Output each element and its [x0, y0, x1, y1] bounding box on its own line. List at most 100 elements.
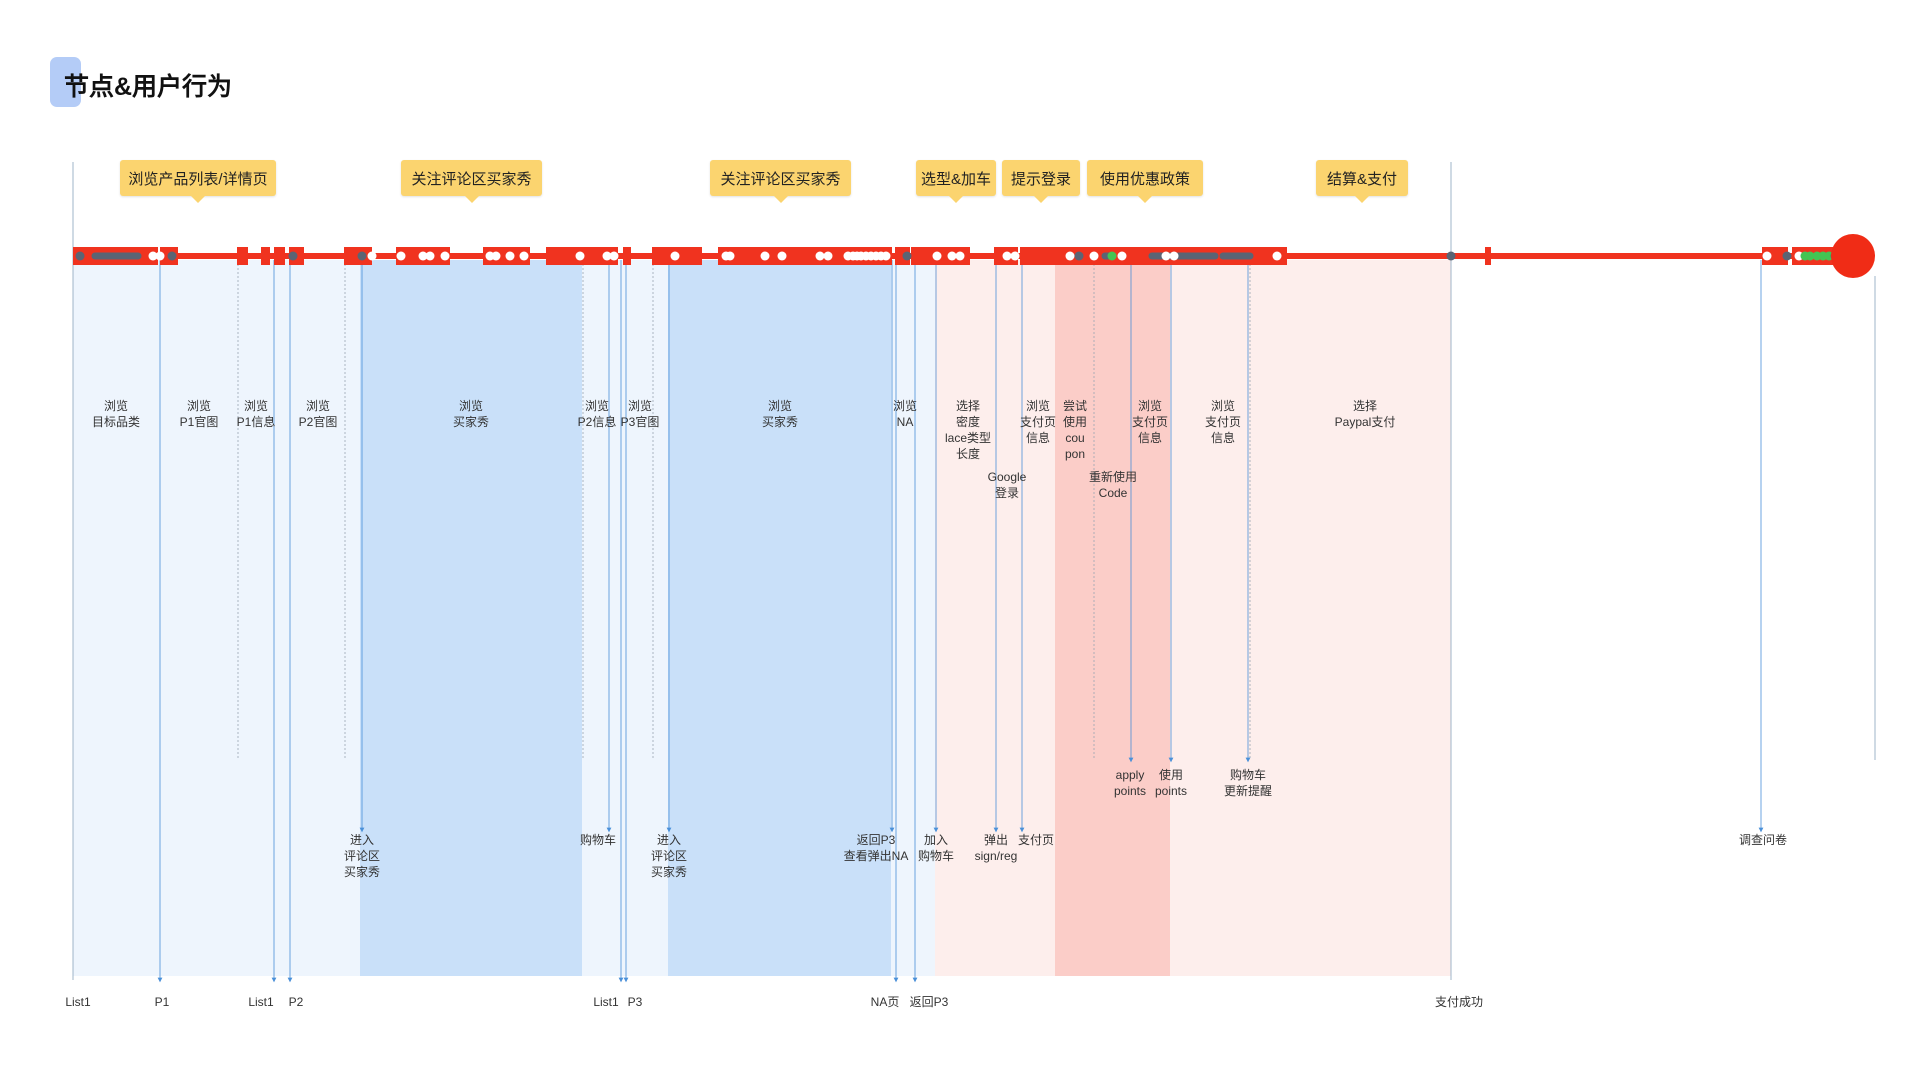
- behavior-label: 使用: [1063, 414, 1087, 429]
- behavior-label: 浏览: [459, 398, 483, 413]
- event-label: points: [1114, 784, 1146, 798]
- timeline-node: [1107, 251, 1117, 261]
- timeline-node: [148, 251, 158, 261]
- event-label: apply: [1116, 768, 1145, 782]
- page-title: 节点&用户行为: [64, 73, 233, 101]
- timeline-node: [519, 251, 529, 261]
- behavior-label: 浏览: [893, 398, 917, 413]
- behavior-label: lace类型: [945, 431, 991, 445]
- event-label: 购物车: [1230, 767, 1266, 782]
- behavior-label: 浏览: [585, 398, 609, 413]
- behavior-label: P2信息: [578, 414, 617, 429]
- stage-band: [73, 260, 360, 976]
- timeline-node: [357, 251, 367, 261]
- stage-band: [1055, 260, 1170, 976]
- end-node: [1831, 234, 1875, 278]
- timeline-node: [505, 251, 515, 261]
- stage-tag: 关注评论区买家秀: [710, 160, 851, 203]
- timeline-node: [947, 251, 957, 261]
- timeline-segment: [1485, 247, 1491, 265]
- timeline-node: [1782, 251, 1792, 261]
- behavior-label: P1信息: [237, 414, 276, 429]
- behavior-label: 浏览: [768, 398, 792, 413]
- page-label: 返回P3: [910, 995, 949, 1009]
- event-label: 支付页: [1018, 833, 1054, 847]
- behavior-label: 信息: [1138, 430, 1162, 445]
- event-label: 进入: [657, 833, 681, 847]
- timeline-segment: [274, 247, 285, 265]
- behavior-label: 浏览: [1138, 398, 1162, 413]
- timeline-node: [1089, 251, 1099, 261]
- event-label: 调查问卷: [1739, 832, 1787, 847]
- timeline-node: [955, 251, 965, 261]
- behavior-label: NA: [897, 415, 914, 429]
- timeline-node: [575, 251, 585, 261]
- behavior-label: 密度: [956, 414, 980, 429]
- timeline-segment: [237, 247, 248, 265]
- stage-band: [1170, 260, 1451, 976]
- page-label: 支付成功: [1435, 995, 1483, 1009]
- stage-tag: 浏览产品列表/详情页: [120, 160, 276, 203]
- timeline-node: [167, 251, 177, 261]
- behavior-label: 浏览: [244, 398, 268, 413]
- behavior-label: 选择: [956, 399, 980, 413]
- behavior-label: 买家秀: [762, 414, 798, 429]
- stage-tag: 选型&加车: [916, 160, 996, 203]
- behavior-label: Paypal支付: [1335, 415, 1396, 429]
- page-label: List1: [593, 995, 619, 1009]
- timeline-node: [1161, 251, 1171, 261]
- stage-tag: 结算&支付: [1316, 160, 1408, 203]
- behavior-label: 支付页: [1132, 415, 1168, 429]
- timeline-node: [1762, 251, 1772, 261]
- timeline-node: [932, 251, 942, 261]
- behavior-label: 浏览: [628, 398, 652, 413]
- behavior-label: 信息: [1211, 430, 1235, 445]
- behavior-label: Code: [1099, 486, 1128, 500]
- behavior-label: 浏览: [187, 398, 211, 413]
- event-label: 进入: [350, 833, 374, 847]
- timeline-node: [609, 251, 619, 261]
- behavior-label: P2官图: [299, 414, 338, 429]
- timeline-node: [1446, 251, 1456, 261]
- stage-band: [891, 260, 935, 976]
- timeline-node: [725, 251, 735, 261]
- page-label: P3: [628, 995, 643, 1009]
- event-label: points: [1155, 784, 1187, 798]
- timeline-segment: [718, 247, 892, 265]
- timeline-node: [760, 251, 770, 261]
- timeline-node: [367, 251, 377, 261]
- timeline-node: [1074, 251, 1084, 261]
- page-label: P1: [155, 995, 170, 1009]
- timeline-node: [491, 251, 501, 261]
- behavior-label: Google: [988, 470, 1027, 484]
- stage-band: [582, 260, 668, 976]
- page-label: List1: [65, 995, 91, 1009]
- behavior-label: pon: [1065, 447, 1085, 461]
- timeline-node: [670, 251, 680, 261]
- timeline-node: [1010, 251, 1020, 261]
- behavior-label: P1官图: [180, 414, 219, 429]
- event-label: 评论区: [344, 849, 380, 863]
- event-label: 更新提醒: [1224, 783, 1272, 798]
- timeline-node: [425, 251, 435, 261]
- timeline-node: [777, 251, 787, 261]
- behavior-label: P3官图: [621, 414, 660, 429]
- behavior-label: 浏览: [1026, 398, 1050, 413]
- stage-tag: 使用优惠政策: [1087, 160, 1203, 203]
- timeline-node: [1169, 251, 1179, 261]
- timeline-node: [396, 251, 406, 261]
- behavior-label: 尝试: [1063, 398, 1087, 413]
- timeline-node: [418, 251, 428, 261]
- behavior-label: 重新使用: [1089, 469, 1137, 484]
- timeline-segment: [261, 247, 270, 265]
- title-accent-bar: [50, 57, 81, 107]
- timeline-node: [440, 251, 450, 261]
- timeline-node: [823, 251, 833, 261]
- behavior-label: 登录: [995, 485, 1019, 500]
- behavior-label: 浏览: [104, 398, 128, 413]
- behavior-label: 浏览: [306, 398, 330, 413]
- timeline-segment: [1762, 247, 1788, 265]
- behavior-label: 买家秀: [453, 414, 489, 429]
- page-label: NA页: [871, 995, 900, 1009]
